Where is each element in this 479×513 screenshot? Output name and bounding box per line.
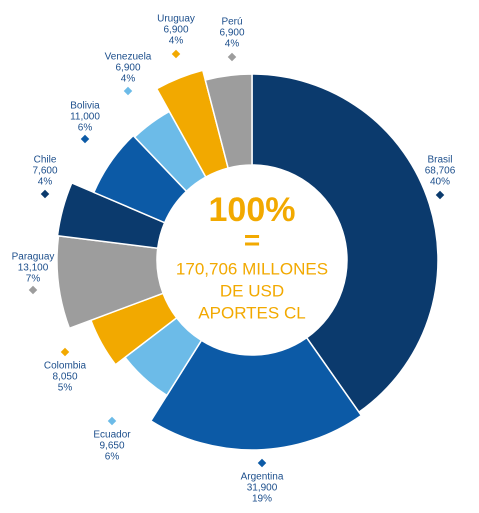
slice-label: 40% [430, 177, 450, 188]
slice-label: 7,600 [32, 166, 57, 177]
slice-label: 5% [58, 383, 73, 394]
label-marker [435, 190, 445, 200]
center-hole [158, 166, 346, 354]
slice-label: 6% [105, 452, 120, 463]
slice-label: Venezuela [105, 52, 152, 63]
slice-label: 9,650 [99, 441, 124, 452]
slice-label: Bolivia [70, 101, 100, 112]
slice-label: Uruguay [157, 14, 195, 25]
slice [251, 73, 439, 414]
label-marker [227, 52, 237, 62]
label-marker [171, 49, 181, 59]
label-marker [107, 416, 117, 426]
slice [204, 73, 253, 169]
slice-label: Paraguay [12, 252, 55, 263]
slice-label: 19% [252, 494, 272, 505]
center-equals: = [244, 224, 260, 255]
slice-label: Argentina [241, 472, 284, 483]
label-marker [40, 189, 50, 199]
slice-label: 4% [38, 177, 53, 188]
slice-label: Ecuador [93, 430, 131, 441]
label-marker [123, 86, 133, 96]
slice [92, 134, 188, 224]
center-caption: APORTES CL [198, 303, 305, 322]
slice-label: 8,050 [52, 372, 77, 383]
label-marker [80, 134, 90, 144]
label-marker [28, 285, 38, 295]
slice-label: Chile [34, 155, 57, 166]
slice-label: 6,900 [219, 28, 244, 39]
slice-label: Brasil [427, 155, 452, 166]
slice-label: 11,000 [70, 112, 100, 123]
slice-label: 68,706 [425, 166, 456, 177]
slice-label: 4% [169, 36, 184, 47]
slice-label: 6,900 [115, 63, 140, 74]
slice-label: 4% [225, 39, 240, 50]
slice-label: 31,900 [247, 483, 278, 494]
center-unit: DE USD [220, 281, 284, 300]
slice-label: 7% [26, 274, 41, 285]
slice-label: 6,900 [163, 25, 188, 36]
center-total: 170,706 MILLONES [176, 259, 328, 278]
slice-label: 13,100 [18, 263, 49, 274]
slice-label: Perú [221, 17, 242, 28]
slice-label: 6% [78, 123, 93, 134]
slice [149, 336, 363, 451]
label-marker [60, 347, 70, 357]
slice-label: Colombia [44, 361, 87, 372]
center-percent: 100% [209, 191, 296, 229]
label-marker [257, 458, 267, 468]
slice-label: 4% [121, 74, 136, 85]
